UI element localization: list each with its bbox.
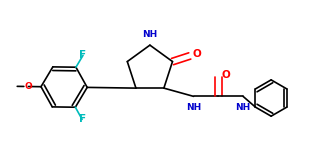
Text: NH: NH xyxy=(235,103,251,112)
Text: F: F xyxy=(80,50,87,60)
Text: O: O xyxy=(192,49,201,59)
Text: O: O xyxy=(222,70,230,80)
Text: NH: NH xyxy=(142,30,157,39)
Text: O: O xyxy=(25,82,32,91)
Text: NH: NH xyxy=(186,103,201,112)
Text: F: F xyxy=(79,114,86,124)
